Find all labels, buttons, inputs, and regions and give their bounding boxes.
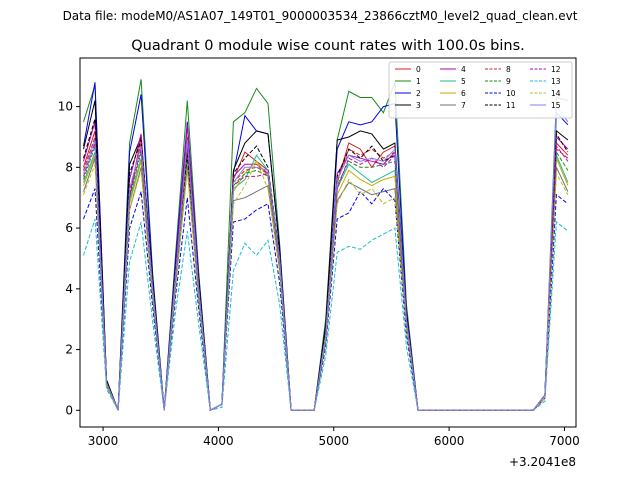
- series-line-2: [83, 82, 569, 412]
- legend-label-15: 15: [551, 101, 561, 110]
- legend-label-12: 12: [551, 65, 561, 74]
- legend-label-5: 5: [461, 77, 466, 86]
- plot-lines: [83, 79, 569, 413]
- x-axis: 3000 4000 5000 6000 7000: [88, 427, 580, 448]
- series-line-10: [83, 187, 569, 413]
- legend-label-3: 3: [416, 101, 421, 110]
- y-tick-label: 2: [65, 343, 73, 357]
- legend-label-2: 2: [416, 89, 421, 98]
- legend-box: [388, 61, 573, 119]
- x-offset-label: +3.2041e8: [509, 455, 576, 469]
- chart-title: Quadrant 0 module wise count rates with …: [131, 38, 525, 54]
- plot-frame: [79, 57, 577, 428]
- series-line-14: [83, 160, 569, 412]
- legend-label-6: 6: [461, 89, 466, 98]
- legend-label-13: 13: [551, 77, 561, 86]
- series-line-7: [83, 158, 569, 412]
- series-line-5: [83, 151, 569, 412]
- y-tick-label: 4: [65, 282, 73, 296]
- legend-label-4: 4: [461, 65, 466, 74]
- x-tick-label: 4000: [203, 434, 234, 448]
- legend-label-8: 8: [506, 65, 511, 74]
- x-tick-label: 5000: [318, 434, 349, 448]
- legend-label-10: 10: [506, 89, 516, 98]
- series-line-12: [83, 142, 569, 412]
- suptitle: Data file: modeM0/AS1A07_149T01_90000035…: [63, 9, 578, 23]
- series-line-1: [83, 79, 569, 412]
- series-line-8: [83, 136, 569, 412]
- series-line-3: [83, 100, 569, 412]
- x-tick-label: 6000: [434, 434, 465, 448]
- x-tick-label: 3000: [88, 434, 119, 448]
- series-line-11: [83, 118, 569, 412]
- x-tick-label: 7000: [549, 434, 580, 448]
- y-tick-label: 6: [65, 221, 73, 235]
- legend-label-11: 11: [506, 101, 516, 110]
- series-line-4: [83, 121, 569, 412]
- legend-label-1: 1: [416, 77, 421, 86]
- legend-label-9: 9: [506, 77, 511, 86]
- series-line-9: [83, 145, 569, 412]
- y-tick-label: 0: [65, 403, 73, 417]
- series-line-0: [83, 124, 569, 412]
- series-line-6: [83, 155, 569, 412]
- series-line-15: [83, 105, 569, 412]
- legend-label-7: 7: [461, 101, 466, 110]
- y-tick-label: 8: [65, 160, 73, 174]
- legend-label-0: 0: [416, 65, 421, 74]
- y-axis: 0 2 4 6 8 10: [58, 100, 80, 417]
- y-tick-label: 10: [58, 100, 73, 114]
- legend-label-14: 14: [551, 89, 561, 98]
